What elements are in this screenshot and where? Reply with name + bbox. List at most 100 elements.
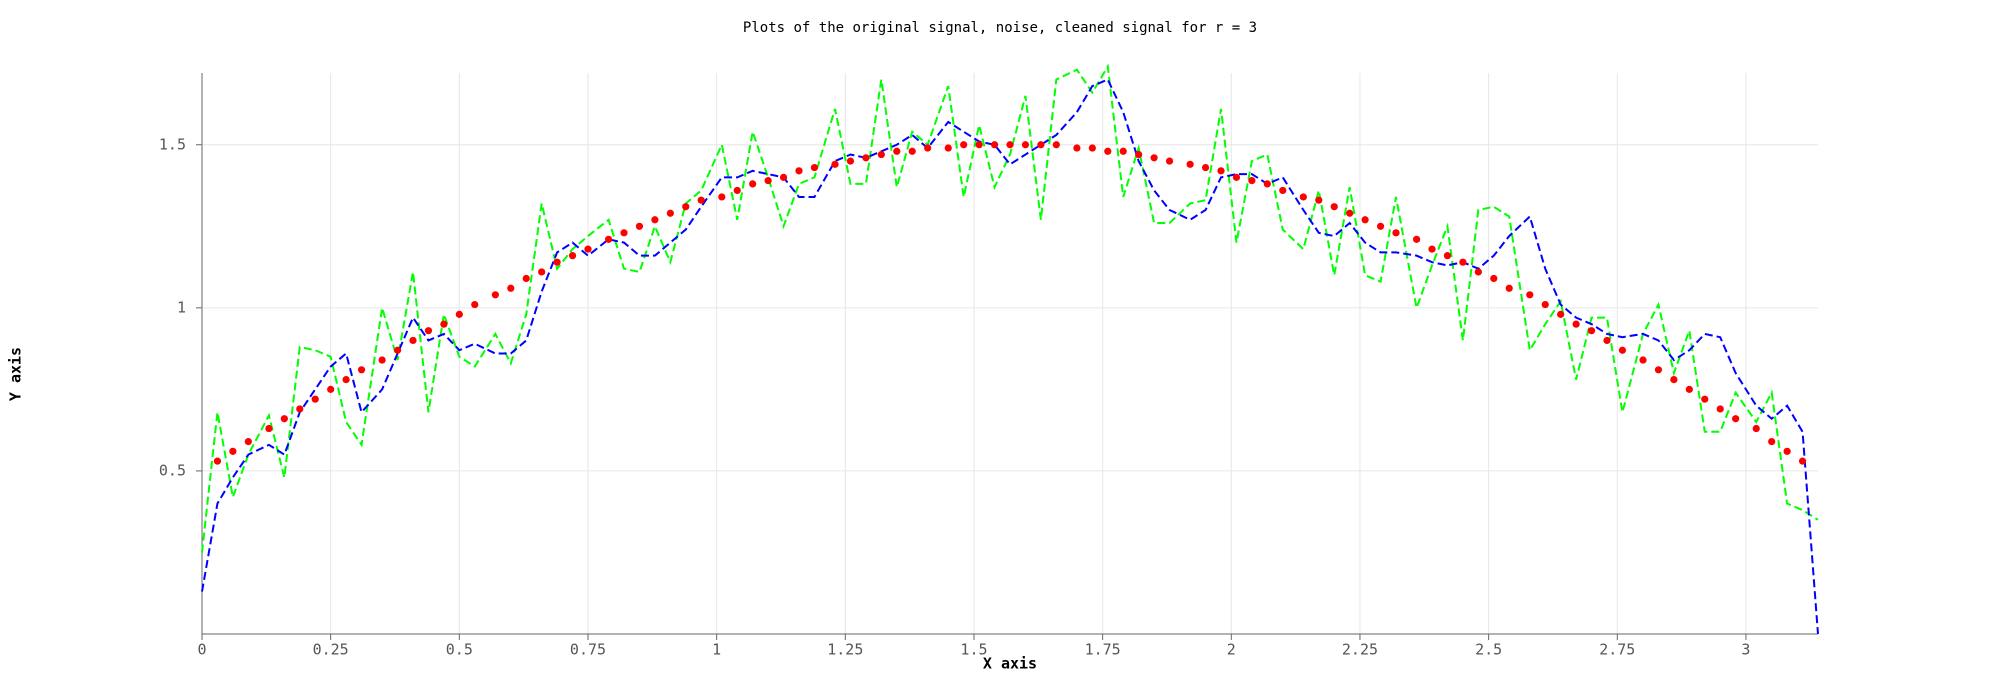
data-point xyxy=(311,395,319,403)
data-point xyxy=(378,356,386,364)
data-point xyxy=(1752,424,1760,433)
data-point xyxy=(1392,229,1400,237)
data-point xyxy=(1052,141,1060,149)
data-point xyxy=(1248,177,1256,185)
data-point xyxy=(749,180,757,188)
data-point xyxy=(1330,203,1338,211)
data-point xyxy=(1232,173,1241,181)
data-point xyxy=(440,320,448,328)
data-point xyxy=(1088,144,1096,152)
data-point xyxy=(862,154,870,162)
data-point xyxy=(1217,167,1225,175)
data-point xyxy=(1618,346,1627,354)
x-tick-label: 1.5 xyxy=(960,641,987,659)
data-point xyxy=(1572,320,1580,328)
y-tick-label: 0.5 xyxy=(159,461,186,479)
data-point xyxy=(1654,366,1663,374)
data-point xyxy=(960,141,968,149)
data-point xyxy=(1490,274,1498,283)
data-point xyxy=(908,147,916,155)
data-point xyxy=(620,229,628,237)
data-point xyxy=(1603,336,1611,345)
data-point xyxy=(831,160,839,168)
data-point xyxy=(877,150,885,159)
data-point xyxy=(651,216,659,224)
data-point xyxy=(1670,375,1678,384)
data-point xyxy=(1037,141,1045,149)
x-tick-label: 2 xyxy=(1227,641,1236,659)
data-point xyxy=(1685,385,1693,393)
data-point xyxy=(1459,258,1467,266)
data-point xyxy=(1361,216,1369,224)
data-point xyxy=(213,457,222,465)
data-point xyxy=(357,366,366,374)
x-axis-label: X axis xyxy=(983,655,1037,673)
data-point xyxy=(1557,310,1565,318)
data-point xyxy=(1150,154,1158,162)
y-tick-label: 1 xyxy=(177,298,186,316)
data-point xyxy=(244,437,252,446)
data-point xyxy=(764,177,772,185)
data-point xyxy=(697,196,705,204)
data-point xyxy=(1716,405,1724,413)
data-point xyxy=(327,385,335,393)
data-point xyxy=(1165,157,1174,165)
data-point xyxy=(491,291,499,299)
data-point xyxy=(1639,356,1647,364)
data-point xyxy=(1541,300,1549,309)
data-point xyxy=(584,245,592,253)
data-point xyxy=(846,157,855,165)
data-point xyxy=(718,193,726,201)
data-point xyxy=(1783,447,1791,455)
data-point xyxy=(265,424,273,433)
data-point xyxy=(1587,327,1596,335)
data-point xyxy=(635,222,644,230)
data-point xyxy=(1443,252,1452,260)
chart-title: Plots of the original signal, noise, cle… xyxy=(743,20,1257,36)
x-tick-label: 2.5 xyxy=(1475,641,1502,659)
x-tick-label: 1.25 xyxy=(827,641,863,659)
data-point xyxy=(1104,147,1112,155)
x-tick-label: 1.75 xyxy=(1085,641,1121,659)
data-point xyxy=(666,209,674,217)
data-point xyxy=(1474,268,1482,276)
data-point xyxy=(1428,245,1436,253)
x-tick-label: 2.75 xyxy=(1599,641,1635,659)
x-tick-label: 3 xyxy=(1741,641,1750,659)
data-point xyxy=(1201,163,1210,172)
data-point xyxy=(975,141,983,149)
y-axis-label: Y axis xyxy=(7,347,25,401)
data-point xyxy=(1346,209,1354,217)
data-point xyxy=(568,252,577,260)
x-tick-label: 1 xyxy=(712,641,721,659)
data-point xyxy=(538,268,546,276)
data-point xyxy=(1412,235,1421,243)
data-point xyxy=(455,310,463,318)
data-point xyxy=(229,447,237,455)
data-point xyxy=(280,415,288,423)
x-tick-label: 2.25 xyxy=(1342,641,1378,659)
x-tick-label: 0.25 xyxy=(313,641,349,659)
series-line xyxy=(201,78,1819,635)
data-point xyxy=(1135,150,1143,159)
data-point xyxy=(810,163,819,172)
data-point xyxy=(424,327,433,335)
data-point xyxy=(924,144,932,152)
data-point xyxy=(1279,186,1287,195)
data-point xyxy=(1376,222,1385,230)
data-point xyxy=(733,186,741,195)
data-point xyxy=(944,144,952,152)
x-tick-label: 0.75 xyxy=(570,641,606,659)
data-point xyxy=(990,141,999,149)
data-point xyxy=(1299,193,1307,201)
data-point xyxy=(1006,141,1014,149)
data-point xyxy=(393,346,402,354)
data-point xyxy=(1263,180,1271,188)
x-tick-label: 0.5 xyxy=(446,641,473,659)
data-point xyxy=(507,284,515,292)
data-point xyxy=(1119,147,1127,155)
data-point xyxy=(779,173,788,181)
data-point xyxy=(1315,196,1323,204)
